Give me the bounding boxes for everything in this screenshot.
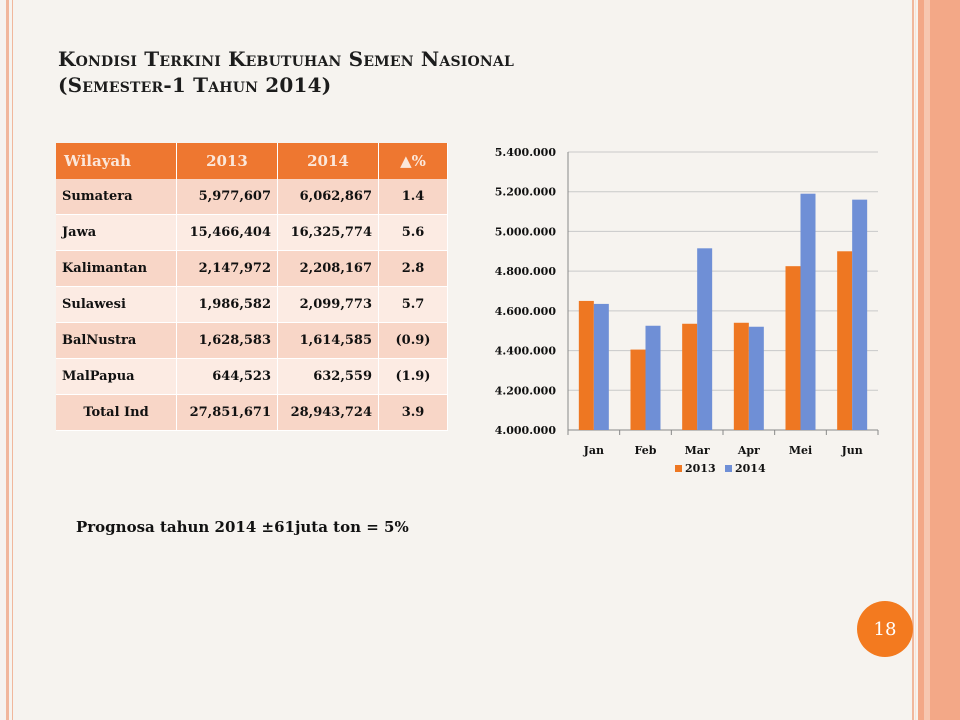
- chart-legend: 2013 2014: [675, 462, 766, 475]
- cell-2013: 15,466,404: [176, 214, 278, 251]
- y-tick-label: 4.400.000: [495, 345, 557, 358]
- x-tick-label: Feb: [635, 444, 657, 457]
- y-tick-label: 4.800.000: [495, 265, 557, 278]
- table-row: Sumatera 5,977,607 6,062,867 1.4: [56, 179, 448, 215]
- cell-2013: 27,851,671: [176, 394, 278, 431]
- cell-pct: 1.4: [378, 179, 448, 215]
- cell-2014: 632,559: [277, 358, 379, 395]
- cell-pct: (1.9): [378, 358, 448, 395]
- cell-2013: 1,986,582: [176, 286, 278, 323]
- chart-bars: [578, 193, 868, 430]
- table-row: Kalimantan 2,147,972 2,208,167 2.8: [56, 250, 448, 287]
- y-tick-label: 5.200.000: [495, 186, 557, 199]
- header-2013: 2013: [176, 143, 278, 179]
- slide-border-right-line-light: [915, 0, 916, 720]
- bar-2014-Feb: [645, 325, 661, 430]
- cell-pct: 5.6: [378, 214, 448, 251]
- cement-demand-table: Wilayah 2013 2014 ▲% Sumatera 5,977,607 …: [56, 143, 448, 431]
- cell-pct: 5.7: [378, 286, 448, 323]
- forecast-note: Prognosa tahun 2014 ±61juta ton = 5%: [76, 518, 409, 536]
- bar-2013-Apr: [733, 322, 749, 430]
- legend-swatch-2014: [725, 465, 732, 472]
- bar-2014-Jan: [593, 303, 609, 430]
- slide-border-right-line: [912, 0, 914, 720]
- cell-2014: 1,614,585: [277, 322, 379, 359]
- cell-2014: 2,208,167: [277, 250, 379, 287]
- table-row: MalPapua 644,523 632,559 (1.9): [56, 358, 448, 395]
- cell-2014: 6,062,867: [277, 179, 379, 215]
- table-row: BalNustra 1,628,583 1,614,585 (0.9): [56, 322, 448, 359]
- cell-2013: 644,523: [176, 358, 278, 395]
- cell-2014: 16,325,774: [277, 214, 379, 251]
- table-row: Jawa 15,466,404 16,325,774 5.6: [56, 214, 448, 251]
- bar-2013-Mar: [682, 323, 698, 430]
- x-tick-label: Jan: [583, 444, 604, 457]
- legend-label-2014: 2014: [735, 462, 766, 475]
- x-tick-label: Mei: [789, 444, 812, 457]
- y-tick-label: 4.200.000: [495, 384, 557, 397]
- cell-wilayah: Sumatera: [56, 179, 177, 215]
- bar-2014-Mei: [800, 193, 816, 430]
- bar-2014-Jun: [852, 199, 868, 430]
- table-row-total: Total Ind 27,851,671 28,943,724 3.9: [56, 394, 448, 431]
- cell-wilayah: Kalimantan: [56, 250, 177, 287]
- bar-2014-Apr: [748, 326, 764, 430]
- header-change-pct: ▲%: [378, 143, 448, 179]
- x-tick-label: Mar: [685, 444, 710, 457]
- chart-x-ticks: Jan Feb Mar Apr Mei Jun: [583, 444, 863, 457]
- cell-2013: 5,977,607: [176, 179, 278, 215]
- x-tick-label: Apr: [737, 444, 760, 457]
- slide-title-line1: Kondisi Terkini Kebutuhan Semen Nasional: [58, 47, 515, 71]
- bar-2013-Jun: [837, 251, 853, 430]
- slide-title-line2: (Semester-1 Tahun 2014): [58, 73, 332, 97]
- page-number-badge: 18: [857, 601, 913, 657]
- bar-2013-Jan: [578, 300, 594, 430]
- y-tick-label: 5.400.000: [495, 146, 557, 159]
- slide-border-right-stripe: [924, 0, 930, 720]
- cell-pct: 2.8: [378, 250, 448, 287]
- cell-2013: 2,147,972: [176, 250, 278, 287]
- slide-title: Kondisi Terkini Kebutuhan Semen Nasional…: [58, 46, 678, 98]
- page-number: 18: [873, 618, 897, 640]
- legend-swatch-2013: [675, 465, 682, 472]
- cell-wilayah: Jawa: [56, 214, 177, 251]
- cell-pct: 3.9: [378, 394, 448, 431]
- cell-wilayah: BalNustra: [56, 322, 177, 359]
- cell-2013: 1,628,583: [176, 322, 278, 359]
- y-tick-label: 4.600.000: [495, 305, 557, 318]
- chart-gridlines: [567, 151, 879, 435]
- legend-label-2013: 2013: [685, 462, 716, 475]
- bar-2013-Mei: [785, 266, 801, 430]
- y-tick-label: 5.000.000: [495, 225, 557, 238]
- cell-pct: (0.9): [378, 322, 448, 359]
- chart-y-ticks: 4.000.000 4.200.000 4.400.000 4.600.000 4.80…: [495, 146, 557, 437]
- bar-2013-Feb: [630, 349, 646, 430]
- cell-wilayah: Total Ind: [56, 394, 177, 431]
- cell-wilayah: MalPapua: [56, 358, 177, 395]
- header-wilayah: Wilayah: [56, 143, 177, 179]
- x-tick-label: Jun: [841, 444, 863, 457]
- cell-wilayah: Sulawesi: [56, 286, 177, 323]
- table-row: Sulawesi 1,986,582 2,099,773 5.7: [56, 286, 448, 323]
- cell-2014: 2,099,773: [277, 286, 379, 323]
- monthly-demand-chart: 4.000.000 4.200.000 4.400.000 4.600.000 4.80…: [495, 146, 879, 475]
- header-2014: 2014: [277, 143, 379, 179]
- table-header-row: Wilayah 2013 2014 ▲%: [56, 143, 448, 179]
- bar-2014-Mar: [697, 248, 713, 430]
- y-tick-label: 4.000.000: [495, 424, 557, 437]
- slide-border-left: [6, 0, 9, 720]
- slide-border-left-line: [12, 0, 13, 720]
- cell-2014: 28,943,724: [277, 394, 379, 431]
